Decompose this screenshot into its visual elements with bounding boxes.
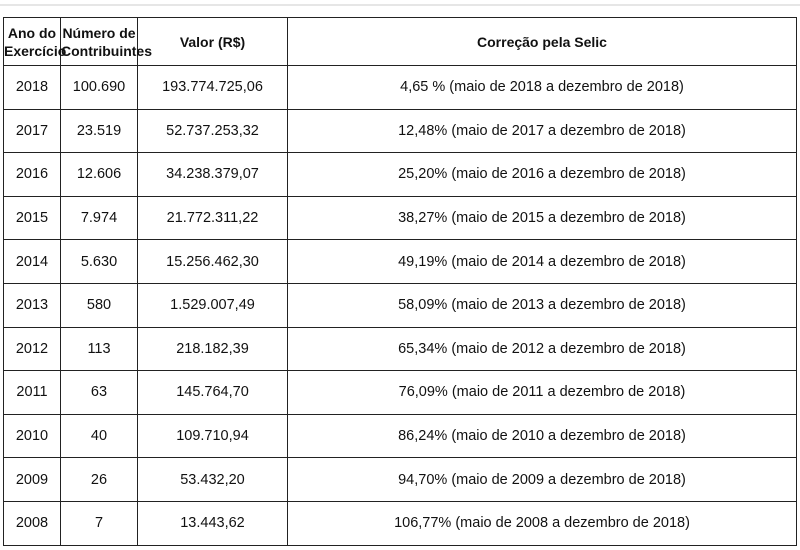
cell-year: 2011 bbox=[3, 370, 61, 415]
cell-value: 21.772.311,22 bbox=[137, 195, 288, 241]
top-divider bbox=[0, 4, 800, 6]
cell-contributors: 7 bbox=[60, 500, 138, 546]
cell-contributors: 23.519 bbox=[60, 108, 138, 154]
table-row: 2009 26 53.432,20 94,70% (maio de 2009 a de… bbox=[3, 457, 797, 502]
header-year-line1: Ano do bbox=[7, 24, 57, 41]
selic-correction-table: Ano do Exercício Número de Contribuintes V… bbox=[3, 17, 797, 546]
cell-contributors: 7.974 bbox=[60, 195, 138, 241]
cell-value: 218.182,39 bbox=[137, 326, 288, 372]
cell-year: 2012 bbox=[3, 326, 61, 372]
table-row: 2018 100.690 193.774.725,06 4,65 % (maio de… bbox=[3, 65, 797, 110]
header-row: Ano do Exercício Número de Contribuintes V… bbox=[3, 17, 797, 66]
cell-year: 2017 bbox=[3, 108, 61, 154]
table-row: 2017 23.519 52.737.253,32 12,48% (maio de 2… bbox=[3, 108, 797, 154]
cell-contributors: 113 bbox=[60, 326, 138, 372]
cell-contributors: 12.606 bbox=[60, 152, 138, 197]
cell-contributors: 100.690 bbox=[60, 65, 138, 110]
table-row: 2014 5.630 15.256.462,30 49,19% (maio de 20… bbox=[3, 239, 797, 284]
cell-selic: 58,09% (maio de 2013 a dezembro de 2018) bbox=[287, 282, 797, 328]
header-value: Valor (R$) bbox=[137, 17, 288, 66]
cell-value: 15.256.462,30 bbox=[137, 239, 288, 284]
table-row: 2012 113 218.182,39 65,34% (maio de 2012 a … bbox=[3, 326, 797, 372]
table-row: 2016 12.606 34.238.379,07 25,20% (maio de 2… bbox=[3, 152, 797, 197]
cell-contributors: 40 bbox=[60, 413, 138, 459]
cell-selic: 106,77% (maio de 2008 a dezembro de 2018… bbox=[287, 500, 797, 546]
cell-year: 2010 bbox=[3, 413, 61, 459]
cell-year: 2008 bbox=[3, 500, 61, 546]
table-row: 2013 580 1.529.007,49 58,09% (maio de 2013 … bbox=[3, 282, 797, 328]
header-value-text: Valor (R$) bbox=[179, 33, 246, 50]
cell-value: 53.432,20 bbox=[137, 457, 288, 502]
header-contributors: Número de Contribuintes bbox=[60, 17, 152, 66]
cell-contributors: 26 bbox=[60, 457, 138, 502]
cell-value: 1.529.007,49 bbox=[137, 282, 288, 328]
cell-contributors: 5.630 bbox=[60, 239, 138, 284]
cell-selic: 86,24% (maio de 2010 a dezembro de 2018) bbox=[287, 413, 797, 459]
header-selic-text: Correção pela Selic bbox=[477, 33, 607, 50]
cell-value: 193.774.725,06 bbox=[137, 65, 288, 110]
cell-year: 2018 bbox=[3, 65, 61, 110]
cell-year: 2015 bbox=[3, 195, 61, 241]
cell-year: 2009 bbox=[3, 457, 61, 502]
table-row: 2015 7.974 21.772.311,22 38,27% (maio de 20… bbox=[3, 195, 797, 241]
cell-value: 13.443,62 bbox=[137, 500, 288, 546]
cell-year: 2016 bbox=[3, 152, 61, 197]
header-contributors-line1: Número de bbox=[62, 24, 136, 41]
table-row: 2008 7 13.443,62 106,77% (maio de 2008 a de… bbox=[3, 500, 797, 546]
table-row: 2011 63 145.764,70 76,09% (maio de 2011 a d… bbox=[3, 370, 797, 415]
cell-year: 2013 bbox=[3, 282, 61, 328]
cell-contributors: 580 bbox=[60, 282, 138, 328]
cell-selic: 12,48% (maio de 2017 a dezembro de 2018) bbox=[287, 108, 797, 154]
cell-selic: 76,09% (maio de 2011 a dezembro de 2018) bbox=[287, 370, 797, 415]
cell-value: 145.764,70 bbox=[137, 370, 288, 415]
header-year-line2: Exercício bbox=[4, 42, 67, 59]
header-year: Ano do Exercício bbox=[3, 17, 66, 66]
header-selic: Correção pela Selic bbox=[287, 17, 797, 66]
cell-value: 52.737.253,32 bbox=[137, 108, 288, 154]
cell-value: 34.238.379,07 bbox=[137, 152, 288, 197]
table-row: 2010 40 109.710,94 86,24% (maio de 2010 a d… bbox=[3, 413, 797, 459]
cell-year: 2014 bbox=[3, 239, 61, 284]
cell-selic: 4,65 % (maio de 2018 a dezembro de 2018) bbox=[287, 65, 797, 110]
cell-value: 109.710,94 bbox=[137, 413, 288, 459]
cell-selic: 38,27% (maio de 2015 a dezembro de 2018) bbox=[287, 195, 797, 241]
cell-selic: 25,20% (maio de 2016 a dezembro de 2018) bbox=[287, 152, 797, 197]
header-contributors-line2: Contribuintes bbox=[61, 42, 152, 59]
cell-selic: 49,19% (maio de 2014 a dezembro de 2018) bbox=[287, 239, 797, 284]
cell-selic: 94,70% (maio de 2009 a dezembro de 2018) bbox=[287, 457, 797, 502]
cell-selic: 65,34% (maio de 2012 a dezembro de 2018) bbox=[287, 326, 797, 372]
cell-contributors: 63 bbox=[60, 370, 138, 415]
